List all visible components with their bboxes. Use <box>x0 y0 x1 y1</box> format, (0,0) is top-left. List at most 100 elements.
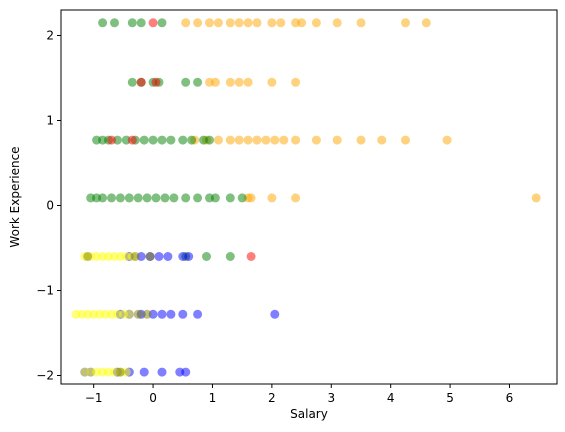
data-point <box>166 309 176 319</box>
data-point <box>136 18 146 28</box>
data-point <box>421 18 431 28</box>
plot-frame <box>60 9 558 385</box>
data-point <box>184 252 194 261</box>
data-point <box>356 135 366 145</box>
data-point <box>133 193 143 203</box>
data-point <box>115 367 125 377</box>
data-point <box>213 18 223 28</box>
data-point <box>107 135 116 145</box>
y-tick-label: 2 <box>46 29 54 43</box>
data-point <box>193 309 203 319</box>
data-point <box>291 77 301 87</box>
y-tick-label: −1 <box>36 284 54 298</box>
data-point <box>139 135 149 145</box>
data-point <box>145 252 155 261</box>
data-point <box>181 367 191 377</box>
data-point <box>151 77 161 87</box>
data-point <box>139 367 149 377</box>
data-point <box>154 252 164 261</box>
x-axis-label: Salary <box>290 407 328 421</box>
data-point <box>270 135 280 145</box>
data-point <box>181 77 191 87</box>
data-point <box>157 367 167 377</box>
data-point <box>83 252 93 261</box>
data-point <box>107 193 116 203</box>
data-point <box>205 18 214 28</box>
data-point <box>148 135 158 145</box>
data-point <box>246 252 256 261</box>
data-point <box>142 309 152 319</box>
data-point <box>267 193 277 203</box>
data-point <box>151 193 161 203</box>
x-tick-label: 1 <box>209 391 217 405</box>
data-point <box>187 135 197 145</box>
x-tick-label: 4 <box>387 391 395 405</box>
data-point <box>160 193 170 203</box>
data-point <box>193 193 203 203</box>
data-point <box>267 77 277 87</box>
x-tick-label: 2 <box>268 391 276 405</box>
x-tick-label: 5 <box>446 391 454 405</box>
data-point <box>225 18 235 28</box>
data-point <box>401 18 410 28</box>
data-point <box>225 193 235 203</box>
data-point <box>127 135 137 145</box>
x-axis: −1 0 1 2 3 4 5 6 <box>85 384 513 405</box>
x-tick-label: 0 <box>149 391 157 405</box>
data-point <box>356 18 366 28</box>
data-point <box>213 135 223 145</box>
data-point <box>531 193 541 203</box>
data-point <box>234 18 244 28</box>
data-point <box>181 193 191 203</box>
y-tick-label: 0 <box>46 199 54 213</box>
data-point <box>163 252 173 261</box>
data-point <box>178 135 188 145</box>
data-point <box>442 135 452 145</box>
data-point <box>210 77 220 87</box>
data-point <box>110 18 119 28</box>
data-point <box>166 135 176 145</box>
data-point <box>311 18 321 28</box>
data-point <box>243 77 253 87</box>
y-tick-label: 1 <box>46 114 54 128</box>
data-point <box>157 18 167 28</box>
data-point <box>267 18 277 28</box>
data-point <box>246 193 256 203</box>
data-point <box>98 193 108 203</box>
data-point <box>279 135 289 145</box>
data-point <box>401 135 410 145</box>
data-point <box>142 193 152 203</box>
data-point <box>243 135 253 145</box>
data-point <box>157 309 167 319</box>
y-tick-label: −2 <box>36 369 54 383</box>
data-point <box>276 18 286 28</box>
points-layer <box>71 18 541 377</box>
data-point <box>181 18 191 28</box>
data-point <box>252 18 262 28</box>
data-point <box>115 193 125 203</box>
data-point <box>178 309 188 319</box>
data-point <box>332 135 342 145</box>
data-point <box>311 135 321 145</box>
data-point <box>225 77 235 87</box>
data-point <box>234 77 244 87</box>
data-point <box>291 135 301 145</box>
data-point <box>237 193 247 203</box>
data-point <box>124 309 134 319</box>
data-point <box>270 309 280 319</box>
data-point <box>133 309 143 319</box>
data-point <box>157 135 167 145</box>
data-point <box>193 18 203 28</box>
data-point <box>127 18 137 28</box>
data-point <box>205 135 214 145</box>
y-axis: −2 −1 0 1 2 <box>36 29 61 383</box>
data-point <box>202 252 211 261</box>
data-point <box>297 18 307 28</box>
data-point <box>252 135 262 145</box>
data-point <box>225 252 235 261</box>
data-point <box>98 18 108 28</box>
x-tick-label: −1 <box>85 391 103 405</box>
data-point <box>234 135 244 145</box>
data-point <box>169 193 179 203</box>
data-point <box>210 193 220 203</box>
